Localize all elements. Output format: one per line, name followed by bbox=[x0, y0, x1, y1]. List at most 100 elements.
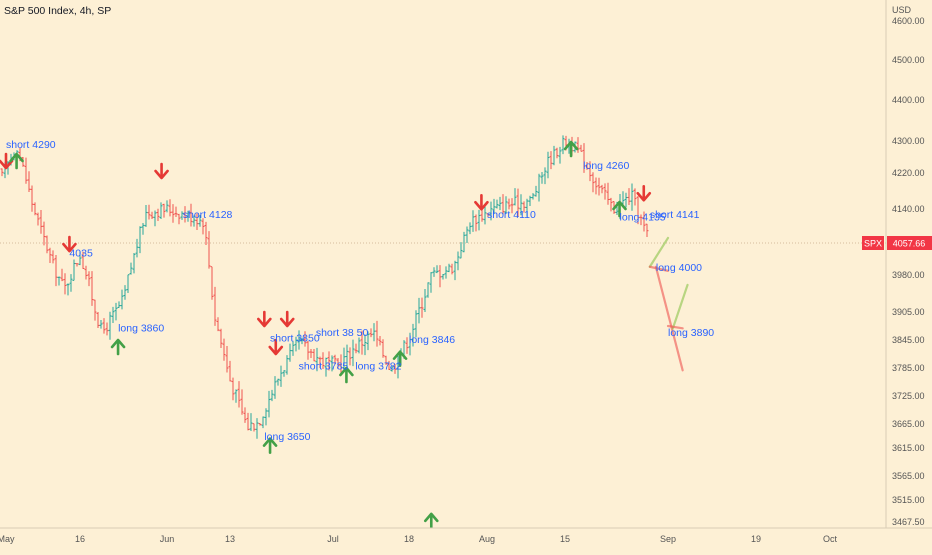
price-tick-label: 4400.00 bbox=[892, 95, 925, 105]
price-tick-label: 4500.00 bbox=[892, 55, 925, 65]
ohlc-bar bbox=[90, 271, 94, 306]
ohlc-bar bbox=[411, 323, 415, 347]
ohlc-bar bbox=[486, 213, 490, 217]
current-price-badge bbox=[887, 236, 932, 250]
ohlc-bar bbox=[162, 203, 166, 218]
ohlc-bar bbox=[360, 330, 364, 355]
ohlc-bar bbox=[99, 319, 103, 329]
ohlc-bar bbox=[84, 265, 88, 280]
ohlc-bar bbox=[585, 161, 589, 170]
short-signal-arrow bbox=[279, 310, 295, 328]
ohlc-bar bbox=[540, 171, 544, 184]
ohlc-bar bbox=[72, 259, 76, 281]
ohlc-bar bbox=[66, 283, 70, 296]
ohlc-bar bbox=[384, 355, 388, 365]
ohlc-bar bbox=[474, 214, 478, 232]
ohlc-bar bbox=[0, 168, 4, 177]
ohlc-bar bbox=[342, 347, 346, 371]
ohlc-bar bbox=[492, 198, 496, 214]
short-signal-arrow bbox=[154, 162, 169, 180]
ohlc-bar bbox=[387, 360, 391, 371]
ohlc-bar bbox=[249, 413, 253, 432]
ohlc-bar bbox=[27, 171, 31, 192]
time-tick-label: Jun bbox=[160, 534, 175, 544]
price-tick-label: 3515.00 bbox=[892, 495, 925, 505]
ohlc-bar bbox=[243, 407, 247, 423]
ohlc-bar bbox=[264, 408, 268, 426]
ohlc-bar bbox=[231, 377, 235, 401]
ohlc-bar bbox=[594, 177, 598, 195]
ohlc-bar bbox=[276, 378, 280, 386]
ohlc-bar bbox=[483, 205, 487, 225]
ohlc-bar bbox=[177, 213, 181, 225]
ohlc-bar bbox=[324, 357, 328, 377]
ohlc-bar bbox=[600, 184, 604, 194]
ohlc-bar bbox=[630, 183, 634, 211]
trade-annotation: long 3890 bbox=[668, 327, 714, 339]
ohlc-bar bbox=[609, 197, 613, 212]
ohlc-bar bbox=[225, 346, 229, 373]
long-signal-arrow bbox=[563, 140, 579, 158]
price-tick-label: 3565.00 bbox=[892, 471, 925, 481]
time-axis[interactable]: May 16 Jun 13 Jul 18 Aug 15 Sep 19 Oct bbox=[0, 527, 932, 550]
ohlc-bar bbox=[558, 146, 562, 164]
ohlc-bar bbox=[30, 185, 34, 212]
ohlc-bar bbox=[432, 267, 436, 277]
ohlc-bar bbox=[582, 143, 586, 173]
ohlc-bar bbox=[525, 198, 529, 217]
long-signal-arrow bbox=[339, 366, 354, 384]
trade-annotation: long 3846 bbox=[409, 334, 455, 346]
trade-annotation: short 4110 bbox=[487, 209, 536, 221]
ohlc-bar bbox=[537, 173, 541, 202]
ohlc-bar bbox=[627, 188, 631, 205]
symbol-title: S&P 500 Index, 4h, SP bbox=[4, 5, 111, 17]
ohlc-bar bbox=[114, 302, 118, 321]
ohlc-bar bbox=[282, 370, 286, 377]
time-tick-label: 13 bbox=[225, 534, 235, 544]
ohlc-bar bbox=[516, 188, 520, 218]
trade-annotation: long 3860 bbox=[118, 322, 164, 334]
ohlc-bar bbox=[222, 338, 226, 361]
ohlc-bar bbox=[258, 423, 262, 426]
ohlc-bar bbox=[195, 213, 199, 230]
ohlc-bar bbox=[459, 242, 463, 259]
ohlc-bar bbox=[597, 177, 601, 196]
ticker-badge bbox=[862, 236, 884, 250]
ohlc-bar bbox=[369, 328, 373, 338]
ohlc-bar bbox=[531, 193, 535, 200]
ohlc-bar bbox=[423, 289, 427, 312]
time-tick-label: Oct bbox=[823, 534, 838, 544]
ohlc-bar bbox=[168, 199, 172, 217]
ohlc-bar bbox=[42, 221, 46, 246]
ohlc-bar bbox=[435, 265, 439, 274]
signal-arrows bbox=[0, 140, 652, 530]
long-signal-arrow bbox=[9, 152, 24, 170]
ohlc-bar bbox=[132, 252, 136, 274]
ohlc-bar bbox=[495, 199, 499, 209]
ohlc-bar bbox=[69, 274, 73, 292]
ohlc-bar bbox=[279, 365, 283, 387]
ohlc-bar bbox=[141, 223, 145, 235]
ohlc-bar bbox=[48, 247, 52, 263]
ohlc-bar bbox=[273, 376, 277, 399]
short-signal-arrow bbox=[62, 235, 77, 253]
ohlc-bar bbox=[429, 272, 433, 293]
long-signal-arrow bbox=[612, 200, 627, 218]
ohlc-bar bbox=[405, 337, 409, 354]
ohlc-bar bbox=[291, 341, 295, 356]
ohlc-bar bbox=[330, 355, 334, 372]
price-tick-label: 3980.00 bbox=[892, 270, 925, 280]
price-axis[interactable]: USD 4600.00 4500.00 4400.00 4300.00 4220.00 4… bbox=[862, 0, 932, 528]
ohlc-bar bbox=[510, 198, 514, 214]
ohlc-bar bbox=[513, 188, 517, 206]
ohlc-bar bbox=[393, 363, 397, 374]
ohlc-bar bbox=[126, 274, 130, 294]
long-signal-arrow bbox=[423, 512, 439, 530]
ohlc-bar bbox=[189, 203, 193, 227]
ohlc-bar bbox=[321, 352, 325, 370]
ohlc-bar bbox=[153, 210, 157, 227]
ohlc-bar bbox=[36, 212, 40, 226]
ohlc-bar bbox=[444, 266, 448, 279]
